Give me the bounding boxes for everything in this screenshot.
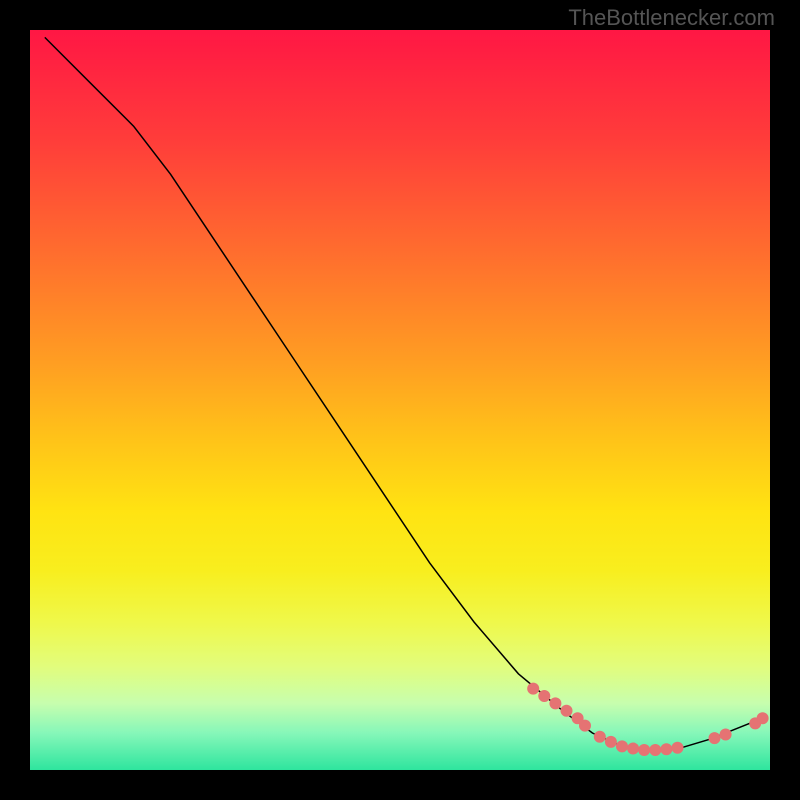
chart-svg	[30, 30, 770, 770]
watermark-text: TheBottlenecker.com	[568, 5, 775, 31]
chart-marker	[720, 728, 732, 740]
chart-plot-area	[30, 30, 770, 770]
chart-marker	[538, 690, 550, 702]
chart-marker	[605, 736, 617, 748]
chart-marker	[616, 740, 628, 752]
chart-marker	[672, 742, 684, 754]
chart-background	[30, 30, 770, 770]
chart-marker	[627, 743, 639, 755]
chart-marker	[709, 732, 721, 744]
chart-marker	[594, 731, 606, 743]
chart-marker	[527, 683, 539, 695]
chart-marker	[561, 705, 573, 717]
chart-marker	[549, 697, 561, 709]
chart-marker	[757, 712, 769, 724]
chart-marker	[649, 744, 661, 756]
chart-marker	[638, 744, 650, 756]
chart-marker	[579, 720, 591, 732]
chart-marker	[660, 743, 672, 755]
